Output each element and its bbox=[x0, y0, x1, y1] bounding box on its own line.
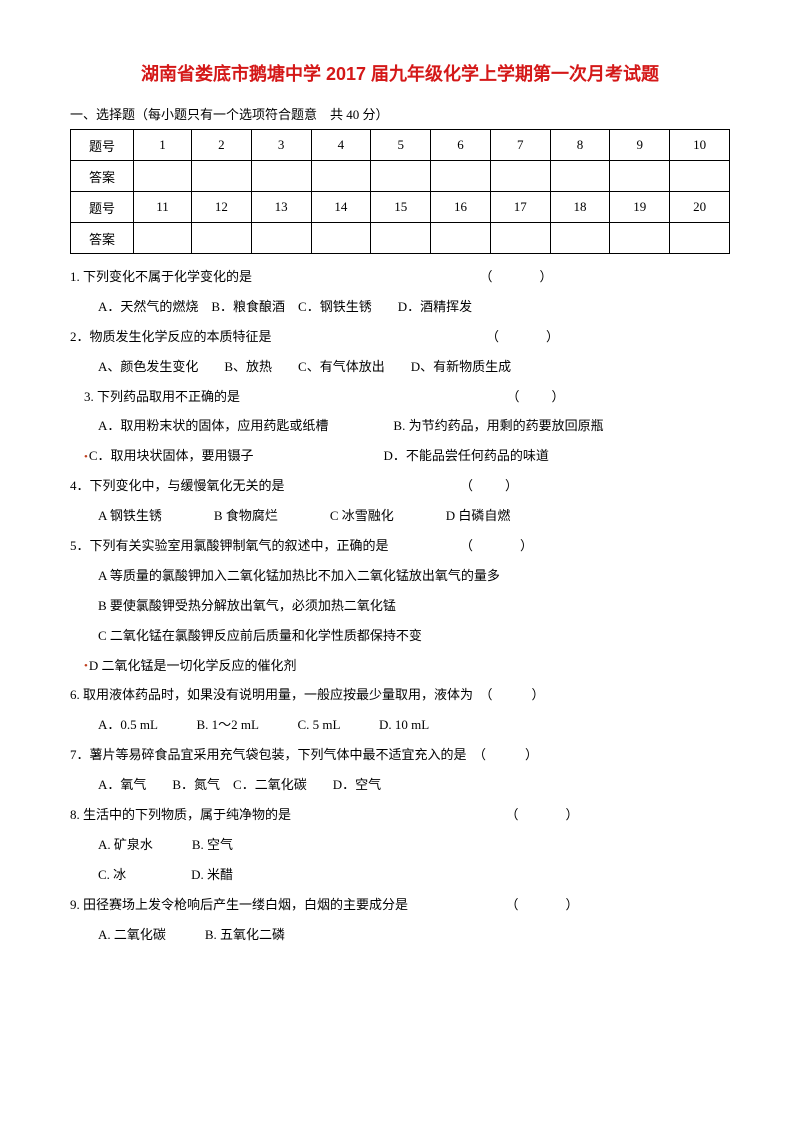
cell bbox=[192, 223, 252, 254]
q2-stem: 2．物质发生化学反应的本质特征是 bbox=[70, 329, 272, 344]
cell bbox=[431, 161, 491, 192]
row-label: 题号 bbox=[71, 130, 134, 161]
cell: 18 bbox=[550, 192, 610, 223]
cell bbox=[371, 223, 431, 254]
q9-stem: 9. 田径赛场上发令枪响后产生一缕白烟，白烟的主要成分是 bbox=[70, 897, 408, 912]
q5-optB: B 要使氯酸钾受热分解放出氧气，必须加热二氧化锰 bbox=[70, 591, 730, 621]
cell bbox=[311, 223, 371, 254]
q3-optD: D．不能品尝任何药品的味道 bbox=[384, 448, 549, 463]
cell: 12 bbox=[192, 192, 252, 223]
cell: 7 bbox=[490, 130, 550, 161]
bullet-icon: • bbox=[84, 660, 88, 672]
cell: 5 bbox=[371, 130, 431, 161]
q1-options: A．天然气的燃烧 B．粮食酿酒 C．钢铁生锈 D．酒精挥发 bbox=[70, 292, 730, 322]
cell: 20 bbox=[670, 192, 730, 223]
cell: 6 bbox=[431, 130, 491, 161]
cell: 10 bbox=[670, 130, 730, 161]
q5-optC: C 二氧化锰在氯酸钾反应前后质量和化学性质都保持不变 bbox=[70, 621, 730, 651]
cell bbox=[251, 223, 311, 254]
q1-stem: 1. 下列变化不属于化学变化的是 bbox=[70, 269, 252, 284]
section-1-heading: 一、选择题（每小题只有一个选项符合题意 共 40 分） bbox=[70, 104, 730, 123]
cell: 1 bbox=[134, 130, 192, 161]
cell bbox=[134, 223, 192, 254]
cell bbox=[192, 161, 252, 192]
table-row: 题号 11 12 13 14 15 16 17 18 19 20 bbox=[71, 192, 730, 223]
answer-paren: （ ） bbox=[512, 897, 581, 912]
row-label: 答案 bbox=[71, 223, 134, 254]
cell bbox=[490, 223, 550, 254]
q3-optB: B. 为节约药品，用剩的药要放回原瓶 bbox=[393, 418, 603, 433]
cell bbox=[670, 161, 730, 192]
q7-options: A．氧气 B．氮气 C．二氧化碳 D．空气 bbox=[70, 770, 730, 800]
q4-options: A 钢铁生锈 B 食物腐烂 C 冰雪融化 D 白磷自燃 bbox=[70, 501, 730, 531]
answer-grid: 题号 1 2 3 4 5 6 7 8 9 10 答案 题号 11 bbox=[70, 129, 730, 254]
q5-optD: D 二氧化锰是一切化学反应的催化剂 bbox=[89, 658, 297, 673]
answer-paren: （ ） bbox=[512, 807, 581, 822]
cell bbox=[251, 161, 311, 192]
question-3: 3. 下列药品取用不正确的是 （ ） A．取用粉末状的固体，应用药匙或纸槽 B.… bbox=[70, 382, 730, 472]
question-5: 5．下列有关实验室用氯酸钾制氧气的叙述中，正确的是 （ ） A 等质量的氯酸钾加… bbox=[70, 531, 730, 680]
cell bbox=[610, 161, 670, 192]
q5-stem: 5．下列有关实验室用氯酸钾制氧气的叙述中，正确的是 bbox=[70, 538, 389, 553]
cell: 13 bbox=[251, 192, 311, 223]
cell bbox=[311, 161, 371, 192]
cell bbox=[550, 223, 610, 254]
q8-options-1: A. 矿泉水 B. 空气 bbox=[70, 830, 730, 860]
cell: 9 bbox=[610, 130, 670, 161]
q3-optC: C．取用块状固体，要用镊子 bbox=[89, 448, 254, 463]
answer-paren: （ ） bbox=[493, 329, 562, 344]
cell: 14 bbox=[311, 192, 371, 223]
question-2: 2．物质发生化学反应的本质特征是 （ ） A、颜色发生变化 B、放热 C、有气体… bbox=[70, 322, 730, 382]
cell bbox=[670, 223, 730, 254]
cell bbox=[610, 223, 670, 254]
question-1: 1. 下列变化不属于化学变化的是 （ ） A．天然气的燃烧 B．粮食酿酒 C．钢… bbox=[70, 262, 730, 322]
cell bbox=[431, 223, 491, 254]
exam-title: 湖南省娄底市鹅塘中学 2017 届九年级化学上学期第一次月考试题 bbox=[70, 60, 730, 86]
row-label: 题号 bbox=[71, 192, 134, 223]
cell bbox=[490, 161, 550, 192]
table-row: 答案 bbox=[71, 223, 730, 254]
answer-paren: （ ） bbox=[467, 478, 521, 493]
answer-paren: （ ） bbox=[513, 389, 567, 404]
q4-stem: 4．下列变化中，与缓慢氧化无关的是 bbox=[70, 478, 285, 493]
bullet-icon: • bbox=[84, 451, 88, 463]
cell bbox=[134, 161, 192, 192]
q8-options-2: C. 冰 D. 米醋 bbox=[70, 860, 730, 890]
q3-stem: 3. 下列药品取用不正确的是 bbox=[84, 389, 240, 404]
cell: 17 bbox=[490, 192, 550, 223]
cell: 16 bbox=[431, 192, 491, 223]
question-4: 4．下列变化中，与缓慢氧化无关的是 （ ） A 钢铁生锈 B 食物腐烂 C 冰雪… bbox=[70, 471, 730, 531]
row-label: 答案 bbox=[71, 161, 134, 192]
answer-paren: （ ） bbox=[486, 269, 555, 284]
cell: 4 bbox=[311, 130, 371, 161]
question-9: 9. 田径赛场上发令枪响后产生一缕白烟，白烟的主要成分是 （ ） A. 二氧化碳… bbox=[70, 890, 730, 950]
cell: 11 bbox=[134, 192, 192, 223]
question-7: 7．薯片等易碎食品宜采用充气袋包装，下列气体中最不适宜充入的是 （ ） A．氧气… bbox=[70, 740, 730, 800]
cell: 2 bbox=[192, 130, 252, 161]
cell bbox=[371, 161, 431, 192]
table-row: 答案 bbox=[71, 161, 730, 192]
q8-stem: 8. 生活中的下列物质，属于纯净物的是 bbox=[70, 807, 291, 822]
cell: 19 bbox=[610, 192, 670, 223]
q2-options: A、颜色发生变化 B、放热 C、有气体放出 D、有新物质生成 bbox=[70, 352, 730, 382]
cell: 15 bbox=[371, 192, 431, 223]
q6-options: A．0.5 mL B. 1～2 mL C. 5 mL D. 10 mL bbox=[70, 710, 730, 740]
q7-stem: 7．薯片等易碎食品宜采用充气袋包装，下列气体中最不适宜充入的是 （ ） bbox=[70, 740, 730, 770]
answer-paren: （ ） bbox=[467, 538, 536, 553]
question-6: 6. 取用液体药品时，如果没有说明用量，一般应按最少量取用，液体为 （ ） A．… bbox=[70, 680, 730, 740]
cell: 3 bbox=[251, 130, 311, 161]
cell bbox=[550, 161, 610, 192]
q5-optA: A 等质量的氯酸钾加入二氧化锰加热比不加入二氧化锰放出氧气的量多 bbox=[70, 561, 730, 591]
question-8: 8. 生活中的下列物质，属于纯净物的是 （ ） A. 矿泉水 B. 空气 C. … bbox=[70, 800, 730, 890]
table-row: 题号 1 2 3 4 5 6 7 8 9 10 bbox=[71, 130, 730, 161]
q6-stem: 6. 取用液体药品时，如果没有说明用量，一般应按最少量取用，液体为 （ ） bbox=[70, 680, 730, 710]
q3-optA: A．取用粉末状的固体，应用药匙或纸槽 bbox=[98, 418, 328, 433]
cell: 8 bbox=[550, 130, 610, 161]
q9-options: A. 二氧化碳 B. 五氧化二磷 bbox=[70, 920, 730, 950]
